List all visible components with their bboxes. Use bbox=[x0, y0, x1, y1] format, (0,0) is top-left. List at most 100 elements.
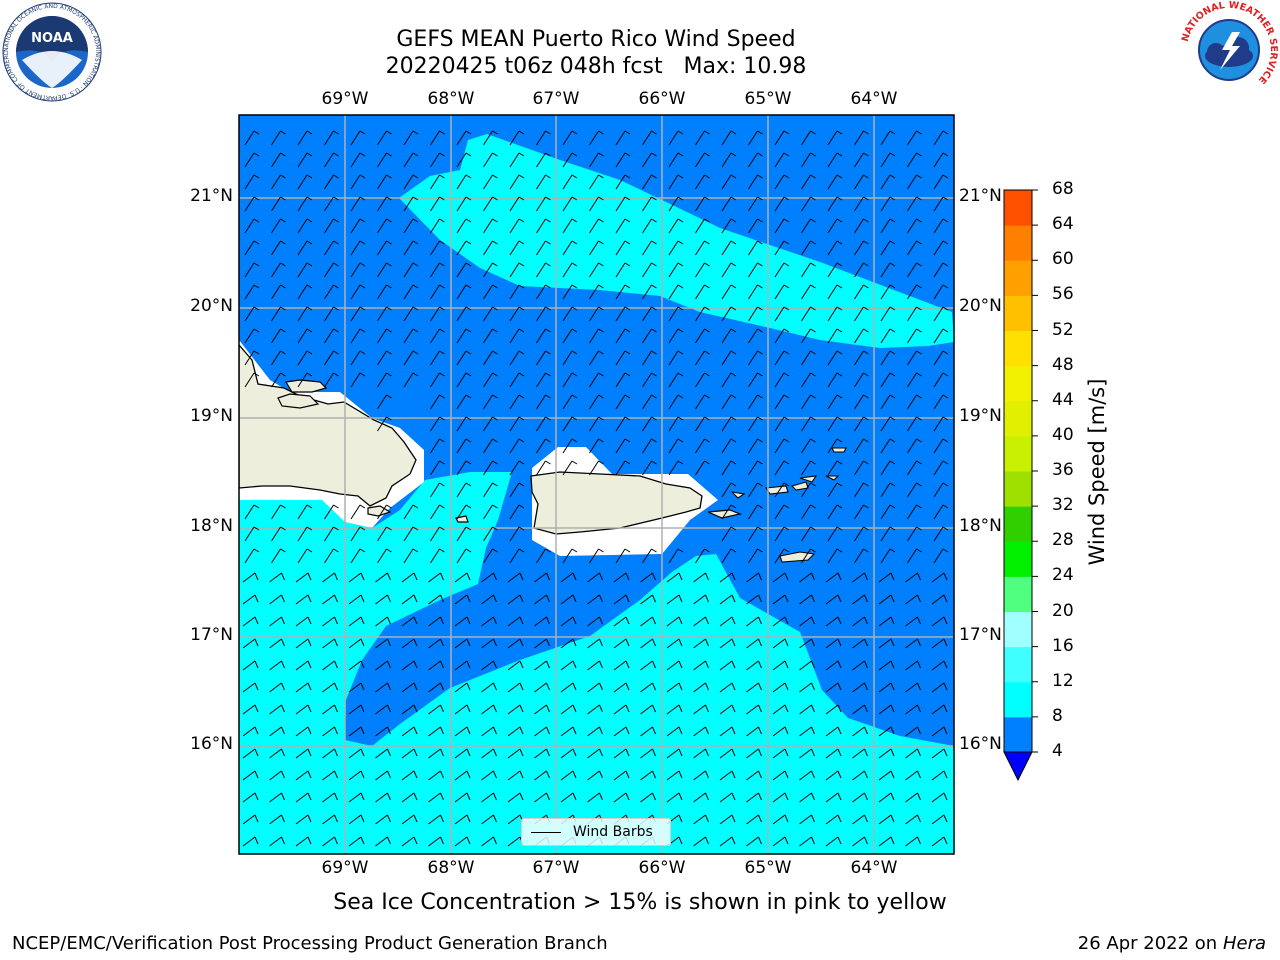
wind-barb bbox=[242, 836, 259, 847]
wind-barb bbox=[375, 792, 391, 803]
wind-barb bbox=[271, 152, 286, 168]
wind-barb bbox=[642, 262, 657, 278]
wind-barb bbox=[640, 792, 656, 803]
wind-barb bbox=[640, 572, 656, 583]
wind-barb bbox=[242, 704, 259, 715]
wind-barb bbox=[481, 572, 497, 583]
wind-barb bbox=[322, 594, 338, 605]
wind-barb bbox=[244, 284, 260, 300]
wind-barb bbox=[827, 196, 843, 212]
wind-barb bbox=[322, 660, 338, 671]
wind-barb bbox=[536, 438, 551, 454]
wind-barb bbox=[322, 814, 338, 825]
wind-barb bbox=[748, 504, 763, 520]
wind-barb bbox=[297, 130, 313, 146]
wind-barb bbox=[269, 660, 285, 671]
wind-barb bbox=[801, 482, 816, 498]
wind-barb bbox=[534, 748, 550, 759]
wind-barb bbox=[589, 372, 604, 388]
wind-barb bbox=[456, 526, 472, 542]
wind-barb bbox=[348, 682, 365, 693]
wind-barb bbox=[613, 594, 630, 605]
wind-barb bbox=[905, 594, 921, 605]
wind-barb bbox=[613, 704, 630, 715]
wind-barb bbox=[642, 152, 657, 168]
wind-barb bbox=[799, 726, 815, 737]
wind-barb bbox=[721, 152, 737, 168]
wind-barb bbox=[748, 394, 763, 410]
wind-barb bbox=[774, 548, 790, 564]
wind-barb bbox=[375, 682, 391, 693]
wind-barb bbox=[430, 218, 445, 234]
wind-barb bbox=[933, 438, 949, 454]
wind-barb bbox=[536, 262, 551, 278]
wind-barb bbox=[507, 616, 524, 627]
wind-barb bbox=[401, 682, 418, 693]
wind-barb bbox=[854, 482, 869, 498]
wind-barb bbox=[560, 682, 577, 693]
wind-barb bbox=[295, 748, 312, 759]
wind-barb bbox=[430, 526, 445, 542]
wind-barb bbox=[454, 726, 471, 737]
wind-barb bbox=[748, 548, 763, 564]
wind-barb bbox=[852, 616, 868, 627]
wind-barb bbox=[772, 814, 789, 825]
wind-barb bbox=[587, 572, 603, 583]
wind-barb bbox=[348, 594, 365, 605]
colorbar-tick-label: 20 bbox=[1052, 600, 1074, 621]
wind-barb bbox=[295, 814, 312, 825]
wind-barb bbox=[801, 350, 816, 366]
wind-barb bbox=[297, 196, 313, 212]
wind-barb bbox=[509, 240, 525, 256]
wind-barb bbox=[509, 284, 525, 300]
wind-barb bbox=[880, 262, 896, 278]
wind-barb bbox=[827, 152, 843, 168]
lon-tick-top: 64°W bbox=[850, 89, 898, 109]
wind-barb bbox=[297, 240, 313, 256]
wind-barb bbox=[562, 416, 578, 432]
wind-barb bbox=[536, 152, 551, 168]
wind-barb bbox=[693, 660, 709, 671]
wind-barb bbox=[878, 814, 895, 825]
wind-barb bbox=[562, 350, 578, 366]
wind-barb bbox=[456, 306, 472, 322]
wind-barb bbox=[801, 372, 816, 388]
wind-barb bbox=[799, 572, 815, 583]
wind-barb bbox=[589, 416, 604, 432]
wind-barb bbox=[297, 262, 313, 278]
wind-barb bbox=[772, 660, 789, 671]
wind-barb bbox=[772, 704, 789, 715]
wind-barb bbox=[377, 284, 392, 300]
wind-barb bbox=[297, 548, 313, 564]
wind-barb bbox=[933, 262, 949, 278]
lat-tick-left: 20°N bbox=[190, 296, 233, 316]
wind-barb bbox=[403, 504, 419, 520]
wind-barb bbox=[562, 284, 578, 300]
wind-barb bbox=[933, 174, 949, 190]
wind-barb bbox=[719, 660, 736, 671]
wind-barb bbox=[562, 306, 578, 322]
wind-barb bbox=[322, 682, 338, 693]
wind-barb bbox=[401, 748, 418, 759]
colorbar-band bbox=[1004, 225, 1032, 261]
wind-barb bbox=[693, 638, 709, 649]
wind-barb bbox=[562, 240, 578, 256]
wind-barb bbox=[801, 416, 816, 432]
wind-barb bbox=[350, 284, 366, 300]
colorbar-tick-label: 36 bbox=[1052, 460, 1074, 480]
wind-barb bbox=[931, 594, 948, 605]
wind-barb bbox=[428, 682, 444, 693]
wind-barb bbox=[244, 328, 260, 344]
wind-barb bbox=[324, 306, 339, 322]
wind-barb bbox=[509, 526, 525, 542]
wind-barb bbox=[825, 660, 842, 671]
wind-barb bbox=[483, 372, 498, 388]
wind-barb bbox=[748, 438, 763, 454]
wind-barb bbox=[772, 748, 789, 759]
wind-barb bbox=[880, 284, 896, 300]
wind-barb bbox=[509, 504, 525, 520]
wind-barb bbox=[401, 660, 418, 671]
wind-barb bbox=[244, 152, 260, 168]
lat-tick-right: 21°N bbox=[959, 186, 1002, 206]
wind-barb bbox=[324, 350, 339, 366]
